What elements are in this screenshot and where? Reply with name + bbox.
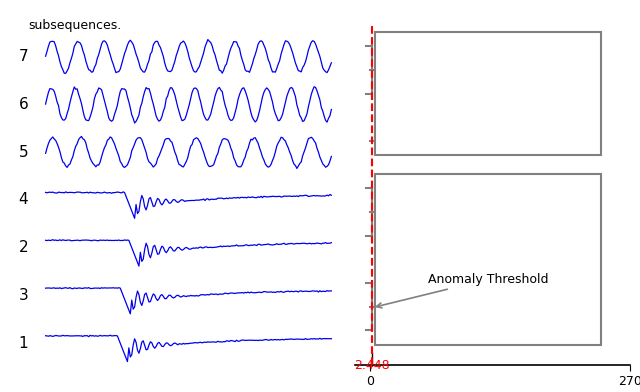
Text: 7: 7 xyxy=(19,49,28,64)
Text: Anomaly Threshold: Anomaly Threshold xyxy=(376,273,548,308)
Text: 5: 5 xyxy=(19,145,28,160)
Bar xyxy=(376,32,602,155)
Text: 6: 6 xyxy=(19,97,28,112)
Text: 4: 4 xyxy=(19,192,28,207)
Text: 3: 3 xyxy=(19,288,28,303)
Text: 1: 1 xyxy=(19,336,28,351)
Bar xyxy=(376,174,602,345)
Text: 2.448: 2.448 xyxy=(354,359,390,372)
Text: 2: 2 xyxy=(19,240,28,255)
Text: subsequences.: subsequences. xyxy=(28,19,122,32)
